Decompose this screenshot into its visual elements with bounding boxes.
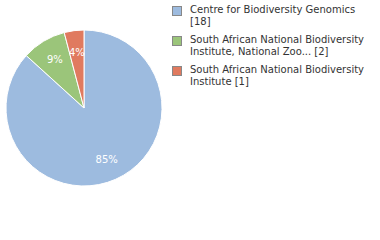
html-text:South African National Biodive: South African National Biodiversity Inst… [190, 34, 364, 57]
svg-text:85%: 85% [96, 154, 118, 165]
html-text:South African National Biodive: South African National Biodiversity Inst… [190, 64, 364, 87]
svg-text:9%: 9% [47, 54, 63, 65]
svg-text:4%: 4% [69, 47, 85, 58]
html-text:Centre for Biodiversity Genomi: Centre for Biodiversity Genomics [18] [190, 4, 356, 27]
